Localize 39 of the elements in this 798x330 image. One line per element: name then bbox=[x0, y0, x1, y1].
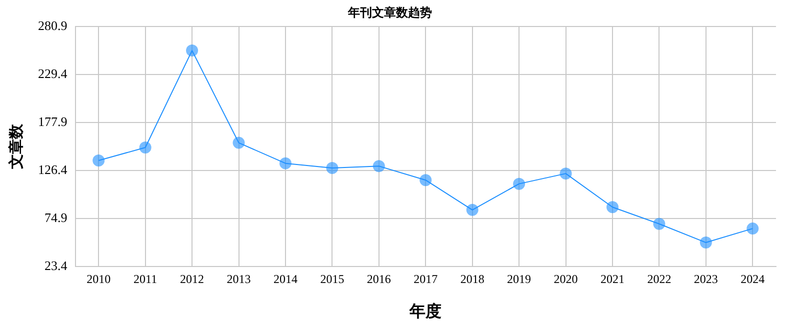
y-tick-label: 229.4 bbox=[38, 66, 68, 81]
point bbox=[326, 162, 338, 174]
point bbox=[513, 178, 526, 190]
x-tick-label: 2012 bbox=[180, 272, 204, 286]
x-tick-label: 2022 bbox=[647, 272, 672, 286]
point bbox=[186, 44, 198, 57]
point bbox=[560, 168, 572, 180]
x-tick-label: 2015 bbox=[320, 272, 344, 286]
x-tick-label: 2023 bbox=[694, 272, 718, 286]
point bbox=[606, 201, 618, 214]
point bbox=[420, 174, 432, 186]
point bbox=[700, 236, 712, 249]
x-tick-label: 2024 bbox=[740, 272, 765, 286]
x-tick-label: 2020 bbox=[554, 272, 578, 286]
x-tick-label: 2021 bbox=[600, 272, 624, 286]
x-tick-label: 2011 bbox=[134, 272, 158, 286]
x-tick-label: 2014 bbox=[273, 272, 298, 286]
point bbox=[139, 141, 152, 154]
y-tick-label: 23.4 bbox=[44, 258, 68, 273]
x-tick-label: 2010 bbox=[86, 272, 111, 286]
point bbox=[92, 154, 105, 167]
point bbox=[466, 204, 478, 216]
point bbox=[372, 160, 385, 172]
point bbox=[279, 157, 292, 170]
point bbox=[653, 218, 666, 230]
y-tick-label: 280.9 bbox=[38, 18, 68, 33]
chart-title: 年刊文章数趋势 bbox=[347, 5, 432, 20]
y-tick-label: 126.4 bbox=[38, 162, 68, 177]
y-tick-label: 74.9 bbox=[44, 210, 68, 225]
y-axis-title: 文章数 bbox=[6, 122, 25, 170]
x-axis-title: 年度 bbox=[408, 302, 442, 321]
point bbox=[746, 222, 759, 235]
x-tick-label: 2013 bbox=[226, 272, 251, 286]
point bbox=[232, 136, 245, 149]
x-tick-label: 2017 bbox=[414, 272, 438, 286]
x-tick-label: 2016 bbox=[366, 272, 391, 286]
x-tick-label: 2018 bbox=[460, 272, 484, 286]
x-tick-label: 2019 bbox=[507, 272, 532, 286]
y-tick-label: 177.9 bbox=[38, 114, 68, 129]
